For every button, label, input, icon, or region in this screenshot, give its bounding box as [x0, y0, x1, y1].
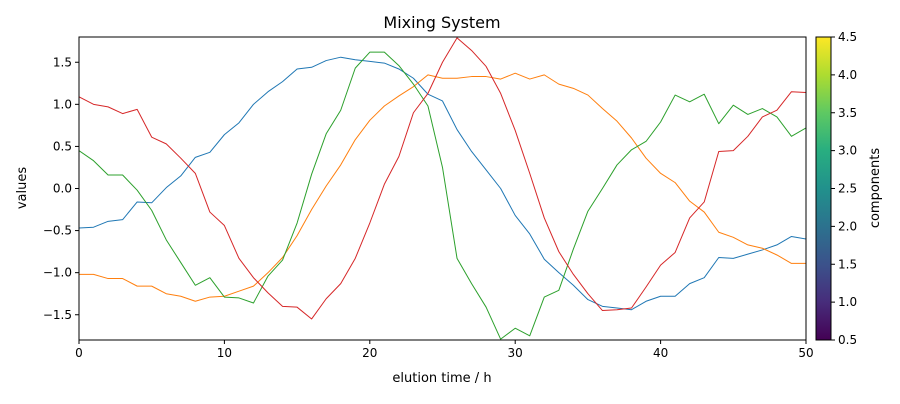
- colorbar-tick-label: 4.0: [838, 68, 857, 82]
- colorbar-tick-label: 3.5: [838, 106, 857, 120]
- colorbar-tick-label: 1.0: [838, 295, 857, 309]
- x-tick-label: 0: [75, 346, 83, 360]
- chart-title: Mixing System: [383, 13, 500, 32]
- series-line-1: [79, 56, 806, 311]
- x-tick-label: 30: [508, 346, 523, 360]
- x-axis: 0 10 20 30 40 50: [75, 340, 814, 360]
- plot-frame: [78, 36, 807, 341]
- x-tick-label: 40: [653, 346, 668, 360]
- x-tick-label: 20: [362, 346, 377, 360]
- colorbar-tick-label: 4.5: [838, 30, 857, 44]
- colorbar-tick-label: 0.5: [838, 333, 857, 347]
- series-line-4: [79, 37, 806, 320]
- colorbar-label: components: [868, 148, 883, 229]
- series-line-3: [79, 51, 806, 340]
- y-tick-label: 0.0: [53, 182, 72, 196]
- y-tick-label: −1.5: [43, 308, 72, 322]
- y-tick-label: 1.0: [53, 97, 72, 111]
- y-tick-label: −0.5: [43, 224, 72, 238]
- y-tick-label: −1.0: [43, 266, 72, 280]
- y-axis-label: values: [15, 167, 30, 210]
- x-tick-label: 50: [798, 346, 813, 360]
- y-tick-label: 1.5: [53, 55, 72, 69]
- x-tick-label: 10: [217, 346, 232, 360]
- y-axis: −1.5 −1.0 −0.5 0.0 0.5 1.0 1.5: [43, 55, 79, 322]
- colorbar-tick-label: 1.5: [838, 257, 857, 271]
- x-axis-label: elution time / h: [392, 371, 491, 386]
- series-line-2: [79, 72, 806, 302]
- colorbar-tick-label: 2.0: [838, 219, 857, 233]
- colorbar-tick-label: 2.5: [838, 182, 857, 196]
- series-group: [79, 37, 806, 340]
- colorbar: [815, 36, 832, 341]
- colorbar-tick-label: 3.0: [838, 144, 857, 158]
- y-tick-label: 0.5: [53, 139, 72, 153]
- colorbar-axis: 0.5 1.0 1.5 2.0 2.5 3.0 3.5 4.0 4.5: [831, 30, 857, 347]
